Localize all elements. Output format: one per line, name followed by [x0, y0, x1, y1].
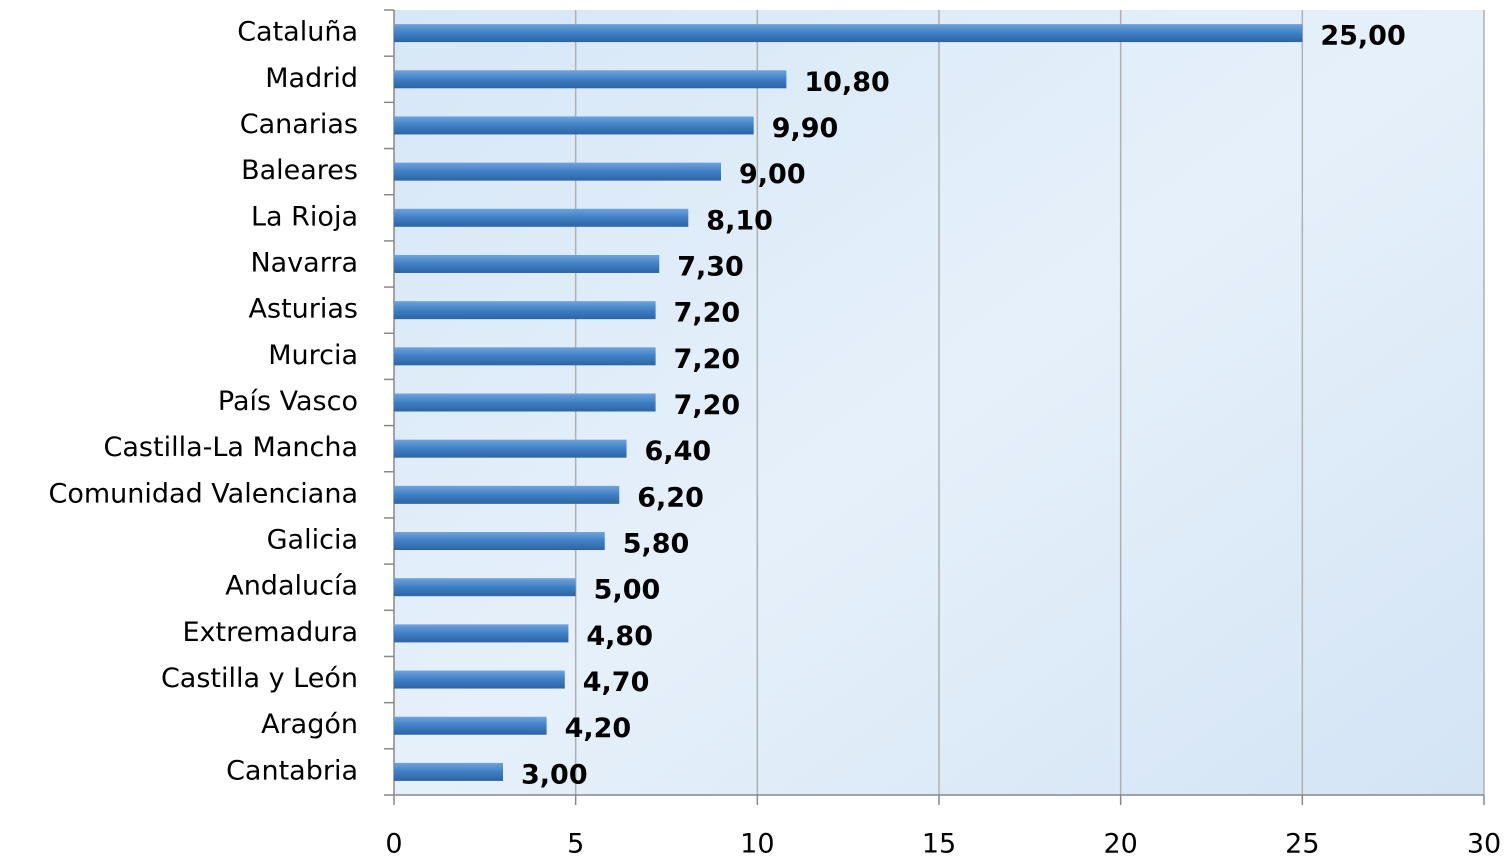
y-tick-label: Castilla-La Mancha	[104, 432, 358, 463]
y-tick-label: Galicia	[267, 525, 358, 556]
y-tick-label: País Vasco	[218, 386, 358, 417]
value-label: 7,30	[677, 251, 744, 282]
x-tick-label: 10	[740, 829, 774, 859]
bar	[394, 301, 656, 320]
y-tick-label: La Rioja	[251, 201, 358, 232]
value-label: 4,70	[583, 667, 650, 698]
bar	[394, 393, 656, 412]
x-tick-label: 30	[1467, 829, 1501, 859]
value-label: 5,80	[623, 529, 690, 560]
bar	[394, 624, 569, 643]
value-label: 8,10	[706, 205, 773, 236]
bar	[394, 578, 576, 597]
value-label: 9,00	[739, 159, 806, 190]
bar	[394, 532, 605, 551]
y-tick-label: Madrid	[265, 63, 358, 94]
value-label: 7,20	[674, 298, 741, 329]
bar	[394, 762, 503, 781]
y-tick-label: Comunidad Valenciana	[49, 478, 359, 509]
value-label: 6,40	[645, 436, 712, 467]
y-tick-label: Navarra	[250, 247, 358, 278]
bar	[394, 162, 721, 181]
value-label: 6,20	[637, 482, 704, 513]
x-tick-label: 15	[922, 829, 956, 859]
value-label: 10,80	[804, 67, 889, 98]
x-tick-label: 0	[385, 829, 402, 859]
bar	[394, 70, 787, 89]
y-tick-label: Aragón	[261, 709, 358, 740]
y-tick-label: Canarias	[240, 109, 358, 140]
bar	[394, 208, 689, 227]
value-label: 3,00	[521, 759, 588, 790]
y-tick-label: Cataluña	[237, 17, 358, 48]
y-tick-label: Murcia	[268, 340, 358, 371]
y-tick-label: Andalucía	[225, 571, 358, 602]
x-tick-label: 20	[1103, 829, 1137, 859]
value-label: 4,20	[565, 713, 632, 744]
value-label: 7,20	[674, 390, 741, 421]
y-tick-label: Cantabria	[226, 755, 358, 786]
bar	[394, 116, 754, 135]
bar	[394, 254, 660, 273]
bar	[394, 347, 656, 366]
y-tick-label: Asturias	[249, 294, 358, 325]
bar	[394, 24, 1303, 43]
value-label: 4,80	[586, 621, 653, 652]
y-tick-label: Castilla y León	[161, 663, 358, 694]
value-label: 9,90	[772, 113, 839, 144]
value-label: 5,00	[594, 575, 661, 606]
y-tick-label: Extremadura	[183, 617, 359, 648]
bar	[394, 485, 620, 504]
bar	[394, 670, 565, 689]
y-tick-label: Baleares	[241, 155, 358, 186]
bar	[394, 716, 547, 735]
value-label: 25,00	[1320, 21, 1405, 52]
x-tick-label: 5	[567, 829, 584, 859]
value-label: 7,20	[674, 344, 741, 375]
bar	[394, 439, 627, 458]
x-tick-label: 25	[1285, 829, 1319, 859]
